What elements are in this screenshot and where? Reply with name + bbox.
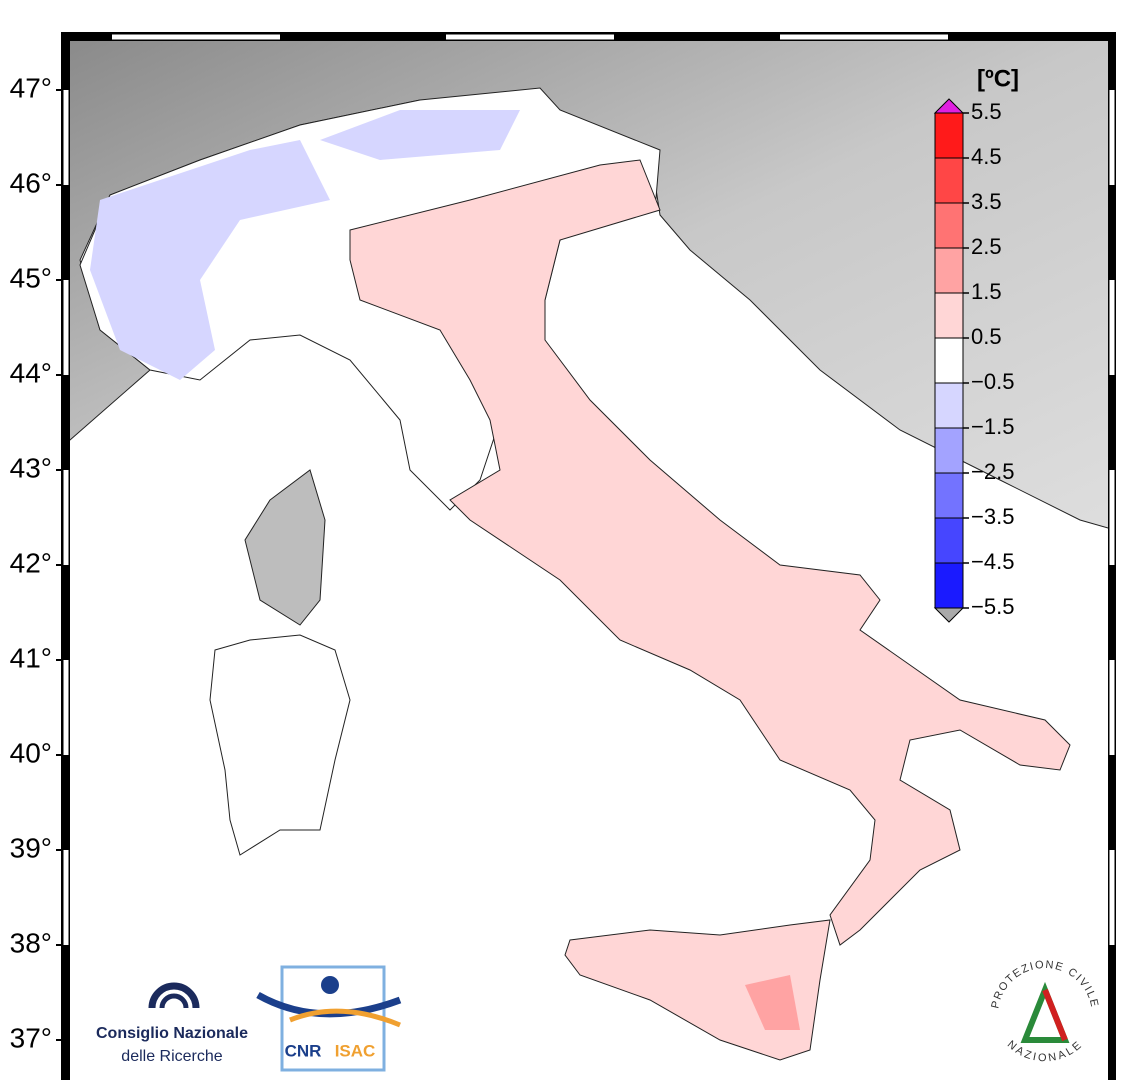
anomaly-warm-peninsula: [349, 159, 1071, 946]
colorbar-segment: [934, 337, 964, 384]
lat-tick-label: 40°: [10, 737, 52, 768]
colorbar-tick-label: 0.5: [971, 324, 1002, 349]
anomaly-cool-nw: [90, 140, 330, 380]
colorbar-segment: [934, 292, 964, 339]
colorbar-segment: [934, 382, 964, 429]
colorbar-tick-label: 5.5: [971, 99, 1002, 124]
latitude-axis: 47° 46° 45° 44° 43° 42° 41° 40° 39° 38° 37°: [10, 72, 62, 1053]
lat-tick-label: 46°: [10, 167, 52, 198]
colorbar-tick-label: −4.5: [971, 549, 1014, 574]
lat-tick-label: 43°: [10, 452, 52, 483]
anomaly-cool-alps: [320, 110, 520, 160]
colorbar-under-triangle: [933, 607, 965, 623]
colorbar-tick-label: −2.5: [971, 459, 1014, 484]
colorbar-tick-label: 1.5: [971, 279, 1002, 304]
protezione-civile-logo: PROTEZIONE CIVILE NAZIONALE: [989, 959, 1101, 1076]
logo-text: delle Ricerche: [121, 1048, 222, 1065]
colorbar-tick-label: 2.5: [971, 234, 1002, 259]
colorbar-tick-label: −0.5: [971, 369, 1014, 394]
colorbar-tick-label: 3.5: [971, 189, 1002, 214]
sardinia: [209, 634, 351, 856]
colorbar-over-triangle: [933, 98, 965, 114]
colorbar-title: [ºC]: [977, 65, 1019, 92]
colorbar-tick-label: −3.5: [971, 504, 1014, 529]
colorbar-segment: [934, 562, 964, 609]
lat-tick-label: 39°: [10, 832, 52, 863]
lat-tick-label: 38°: [10, 927, 52, 958]
colorbar-tick-label: −1.5: [971, 414, 1014, 439]
logo-text: ISAC: [335, 1041, 376, 1060]
lat-tick-label: 44°: [10, 357, 52, 388]
colorbar-segment: [934, 472, 964, 519]
lat-tick-label: 47°: [10, 72, 52, 103]
lat-tick-label: 45°: [10, 262, 52, 293]
lat-tick-label: 42°: [10, 547, 52, 578]
colorbar: [ºC] 5.5 4.5 3.5 2.5 1.5 0.5 −0.5 −1.5 −2.5 −3.5 −…: [933, 65, 1019, 623]
logo-text: Consiglio Nazionale: [96, 1025, 248, 1042]
lat-tick-label: 37°: [10, 1022, 52, 1053]
frame: [61, 32, 1116, 1080]
colorbar-segment: [934, 112, 964, 159]
corsica: [244, 469, 326, 626]
colorbar-segment: [934, 517, 964, 564]
cnr-logo: Consiglio Nazionale delle Ricerche: [96, 982, 248, 1065]
isac-logo: CNR ISAC: [256, 965, 402, 1072]
colorbar-segment: [934, 247, 964, 294]
lat-tick-label: 41°: [10, 642, 52, 673]
colorbar-segment: [934, 157, 964, 204]
colorbar-segment: [934, 427, 964, 474]
anomaly-warm-etna: [745, 975, 800, 1030]
logo-text: CNR: [285, 1041, 322, 1060]
colorbar-tick-label: 4.5: [971, 144, 1002, 169]
colorbar-segment: [934, 202, 964, 249]
colorbar-tick-label: −5.5: [971, 594, 1014, 619]
